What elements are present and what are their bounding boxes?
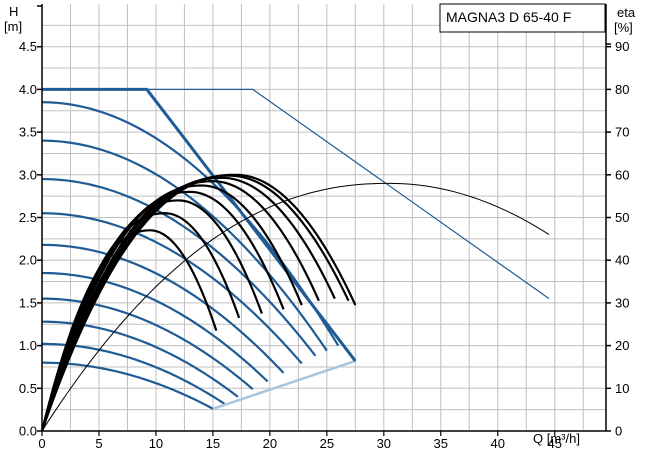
y-left-tick-label: 2.0 [19,253,37,268]
grid-lines [42,4,606,431]
y-right-tick-label: 0 [615,424,622,439]
y-right-tick-label: 40 [615,253,629,268]
x-tick-label: 40 [491,436,505,451]
y-left-tick-label: 0.0 [19,424,37,439]
y-left-label-line2: [m] [4,19,22,34]
y-left-tick-label: 3.0 [19,167,37,182]
y-right-tick-label: 30 [615,295,629,310]
curve-layer [40,87,550,432]
y-right-tick-label: 10 [615,381,629,396]
y-left-tick-label: 1.5 [19,295,37,310]
y-left-tick-label: 4.5 [19,39,37,54]
head-curve-6 [41,271,269,383]
y-right-tick-label: 90 [615,39,629,54]
y-left-tick-label: 0.5 [19,381,37,396]
efficiency-curve-3 [40,199,263,432]
head-curve-3 [41,177,317,357]
y-right-label-line1: eta [617,5,636,20]
y-right-tick-label: 60 [615,167,629,182]
min-curve [212,359,356,410]
y-right-label-line2: [%] [614,20,633,35]
x-tick-label: 45 [547,436,561,451]
y-left-tick-label: 1.0 [19,338,37,353]
x-tick-label: 0 [38,436,45,451]
x-tick-label: 20 [263,436,277,451]
x-tick-label: 15 [206,436,220,451]
y-left-label-line1: H [9,4,18,19]
tick-labels: 0 5 10 15 20 25 30 35 40 45 0.0 0.5 1.0 1.5 2.0 2.5 3.0 3… [19,5,629,451]
max-curve-extended [42,88,550,300]
model-title-box [439,3,606,33]
y-left-tick-label: 4.0 [19,82,37,97]
y-left-tick-label: 2.5 [19,210,37,225]
max-curve [42,87,357,362]
x-axis-label: Q [m³/h] [533,431,580,446]
x-tick-label: 30 [377,436,391,451]
head-curve-4 [41,212,303,365]
y-right-tick-label: 50 [615,210,629,225]
y-right-tick-label: 70 [615,125,629,140]
head-curve-1 [41,101,340,347]
efficiency-curve-9 [40,173,357,432]
head-curve-10 [41,361,214,410]
y-right-tick-label: 80 [615,82,629,97]
x-tick-label: 25 [320,436,334,451]
x-tick-label: 35 [434,436,448,451]
efficiency-curve-max [41,182,550,432]
chart-title: MAGNA3 D 65-40 F [446,9,571,25]
y-left-tick-label: 3.5 [19,125,37,140]
head-curve-7 [41,297,254,390]
head-curve-5 [41,243,285,374]
y-right-tick-label: 20 [615,338,629,353]
x-tick-label: 5 [95,436,102,451]
x-tick-label: 10 [149,436,163,451]
